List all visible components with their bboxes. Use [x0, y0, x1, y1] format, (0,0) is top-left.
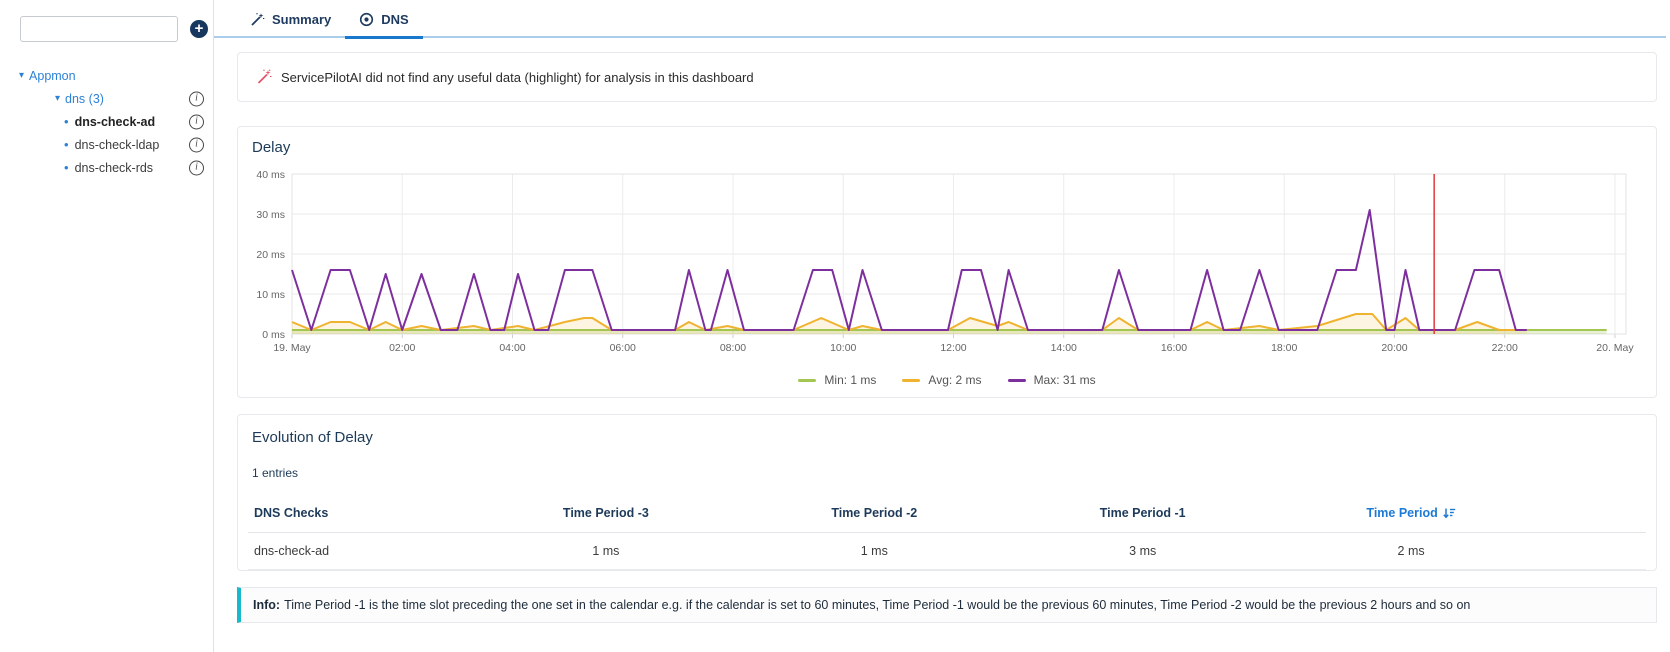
bullet-icon [64, 114, 69, 129]
info-icon[interactable] [189, 91, 204, 106]
tree-label-dns-group[interactable]: dns (3) [65, 91, 104, 106]
tree-node-dns-check-ldap[interactable]: dns-check-ldap [0, 133, 213, 156]
entries-count: 1 entries [252, 466, 299, 480]
table-header-row: DNS Checks Time Period -3 Time Period -2 Ti… [248, 494, 1646, 533]
tree-node-dns-group[interactable]: dns (3) [0, 87, 213, 110]
tab-summary-label: Summary [272, 11, 332, 27]
tree-node-dns-check-rds[interactable]: dns-check-rds [0, 156, 213, 179]
chevron-down-icon[interactable] [19, 70, 24, 81]
legend-swatch-icon [1007, 378, 1026, 382]
delay-panel: Delay 0 ms 10 ms 20 ms 30 ms 40 ms 19. May 02:… [237, 126, 1657, 398]
main-area: Summary DNS Servi [214, 0, 1670, 652]
svg-text:20. May: 20. May [1596, 342, 1634, 354]
info-icon[interactable] [189, 114, 204, 129]
add-button[interactable] [190, 20, 208, 38]
evolution-panel: Evolution of Delay 1 entries DNS Checks T… [237, 414, 1657, 571]
table-cell: 1 ms [471, 532, 741, 570]
tree-node-appmon[interactable]: Appmon [0, 64, 213, 87]
svg-text:10 ms: 10 ms [256, 289, 285, 301]
header-spacer [1545, 494, 1646, 533]
ai-banner-text: ServicePilotAI did not find any useful d… [281, 69, 754, 85]
legend-swatch-icon [798, 378, 817, 382]
column-header-time-period-2[interactable]: Time Period -2 [740, 494, 1009, 533]
svg-text:14:00: 14:00 [1051, 342, 1077, 354]
svg-text:20:00: 20:00 [1381, 342, 1407, 354]
tree-label-appmon[interactable]: Appmon [29, 68, 76, 83]
svg-text:19. May: 19. May [273, 342, 311, 354]
svg-text:16:00: 16:00 [1161, 342, 1187, 354]
svg-text:18:00: 18:00 [1271, 342, 1297, 354]
legend-label: Min: 1 ms [824, 373, 877, 387]
delay-chart-svg: 0 ms 10 ms 20 ms 30 ms 40 ms 19. May 02:00 04:0… [256, 169, 1634, 354]
search-input[interactable] [20, 16, 178, 42]
table-cell: 2 ms [1276, 532, 1546, 570]
cell-spacer [1545, 532, 1646, 570]
svg-text:04:00: 04:00 [499, 342, 525, 354]
info-bar-label: Info: [253, 598, 281, 612]
sidebar-search-row [0, 16, 213, 42]
svg-text:20 ms: 20 ms [256, 249, 285, 261]
bullet-icon [64, 137, 69, 152]
tree-node-dns-check-ad[interactable]: dns-check-ad [0, 110, 213, 133]
svg-text:40 ms: 40 ms [256, 169, 285, 181]
service-tree: Appmon dns (3) dns-check-ad dns-check-ld… [0, 64, 213, 179]
info-bar-text: Time Period -1 is the time slot precedin… [284, 598, 1471, 612]
wand-icon [251, 12, 265, 26]
delay-chart: 0 ms 10 ms 20 ms 30 ms 40 ms 19. May 02:00 04:0… [252, 166, 1642, 369]
target-icon [360, 12, 374, 26]
dashboard-content: ServicePilotAI did not find any useful d… [214, 38, 1670, 623]
svg-text:08:00: 08:00 [720, 342, 746, 354]
panel-title: Evolution of Delay [252, 429, 373, 446]
ai-insight-banner: ServicePilotAI did not find any useful d… [237, 52, 1657, 102]
panel-title: Delay [252, 139, 291, 156]
table-cell: 1 ms [740, 532, 1009, 570]
legend-item[interactable]: Max: 31 ms [1007, 373, 1096, 387]
table-cell: dns-check-ad [248, 532, 472, 570]
svg-text:0 ms: 0 ms [262, 329, 285, 341]
info-bar: Info: Time Period -1 is the time slot pr… [237, 587, 1657, 623]
column-header-time-period[interactable]: Time Period [1276, 494, 1546, 533]
tab-dns-label: DNS [381, 11, 409, 27]
column-header-dns-checks[interactable]: DNS Checks [248, 494, 472, 533]
column-header-time-period-1[interactable]: Time Period -1 [1008, 494, 1277, 533]
tab-dns[interactable]: DNS [345, 0, 424, 39]
column-header-time-period-3[interactable]: Time Period -3 [471, 494, 741, 533]
svg-text:30 ms: 30 ms [256, 209, 285, 221]
tabbar-divider [214, 36, 1666, 38]
info-icon[interactable] [189, 137, 204, 152]
chart-legend: Min: 1 ms Avg: 2 ms Max: 31 ms [252, 373, 1642, 387]
tab-bar: Summary DNS [214, 0, 1670, 39]
legend-label: Max: 31 ms [1033, 373, 1096, 387]
sort-desc-icon [1442, 508, 1455, 519]
legend-item[interactable]: Avg: 2 ms [902, 373, 982, 387]
svg-text:10:00: 10:00 [830, 342, 856, 354]
evolution-table: DNS Checks Time Period -3 Time Period -2 Ti… [248, 494, 1646, 570]
tree-label-dns-check-ad[interactable]: dns-check-ad [74, 114, 156, 129]
chevron-down-icon[interactable] [55, 93, 60, 104]
table-cell: 3 ms [1008, 532, 1277, 570]
bullet-icon [64, 160, 69, 175]
sidebar: Appmon dns (3) dns-check-ad dns-check-ld… [0, 0, 214, 652]
tab-summary[interactable]: Summary [236, 0, 345, 38]
svg-text:06:00: 06:00 [610, 342, 636, 354]
table-row[interactable]: dns-check-ad 1 ms 1 ms 3 ms 2 ms [248, 532, 1646, 570]
legend-item[interactable]: Min: 1 ms [798, 373, 876, 387]
svg-text:22:00: 22:00 [1492, 342, 1518, 354]
tree-label-dns-check-rds[interactable]: dns-check-rds [74, 160, 154, 175]
tree-label-dns-check-ldap[interactable]: dns-check-ldap [74, 137, 160, 152]
legend-label: Avg: 2 ms [928, 373, 982, 387]
info-icon[interactable] [189, 160, 204, 175]
svg-text:02:00: 02:00 [389, 342, 415, 354]
svg-text:12:00: 12:00 [940, 342, 966, 354]
ai-wand-icon [257, 69, 272, 84]
legend-swatch-icon [902, 378, 921, 382]
